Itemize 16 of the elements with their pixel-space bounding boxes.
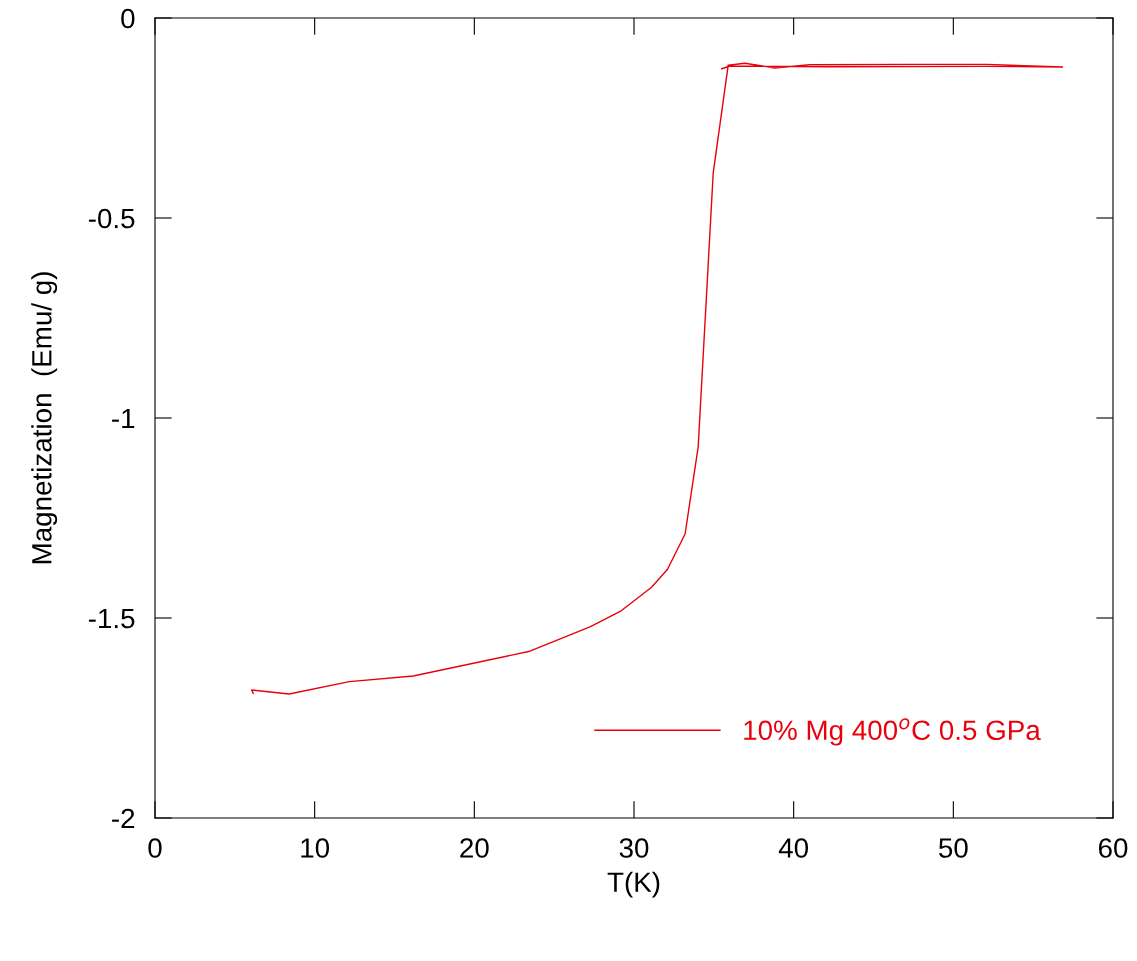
x-tick-label: 0 <box>148 838 162 858</box>
legend-label: 10% Mg 400$^{o}$C 0.5 GPa <box>744 718 1041 746</box>
x-tick-label: 10 <box>301 838 330 858</box>
x-axis-title: T(K) <box>607 871 660 898</box>
line-series <box>250 62 1064 695</box>
y-axis-title: Magnetization (Emu/ g) <box>31 272 58 564</box>
x-tick-label: 40 <box>778 838 809 858</box>
y-tick-label: -1 <box>112 408 135 429</box>
x-tick-label: 30 <box>619 838 649 858</box>
x-tick-label: 60 <box>1098 838 1128 858</box>
y-tick-label: -0.5 <box>88 208 135 229</box>
x-tick-label: 50 <box>939 838 968 858</box>
x-tick-label: 20 <box>460 838 489 858</box>
y-tick-label: -2 <box>112 808 135 829</box>
y-tick-label: -1.5 <box>88 608 135 629</box>
y-tick-label: 0 <box>121 8 135 29</box>
